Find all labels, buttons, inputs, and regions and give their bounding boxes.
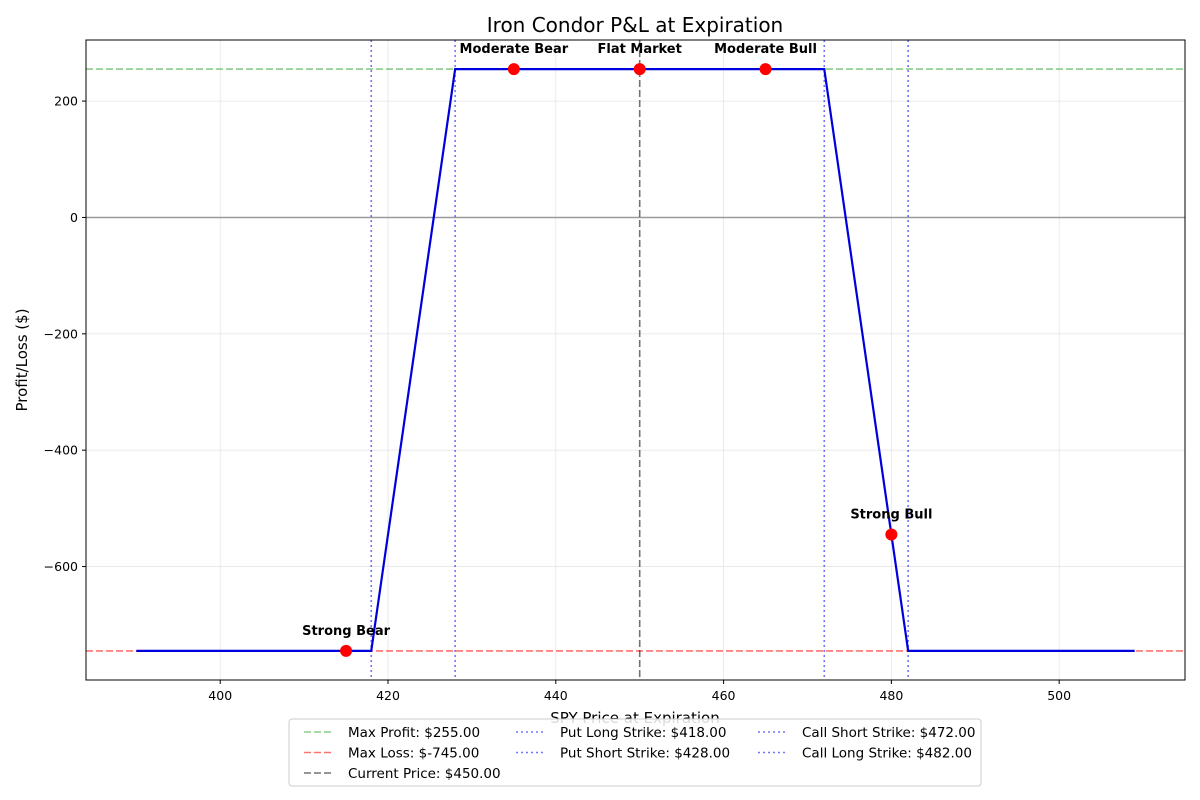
x-tick-label: 400 xyxy=(208,688,232,703)
axes-frame xyxy=(85,39,1186,681)
legend-entry: Max Loss: $-745.00 xyxy=(348,746,479,762)
plot-area: Strong Bear Moderate Bear Flat Market Moder… xyxy=(44,39,1186,703)
scenario-point-4 xyxy=(885,528,898,541)
plot-background xyxy=(86,40,1185,680)
x-tick-label: 500 xyxy=(1047,688,1071,703)
scenario-point-1 xyxy=(507,63,520,76)
y-tick-label: 200 xyxy=(54,94,78,109)
legend-entry: Max Profit: $255.00 xyxy=(348,725,480,741)
scenario-label-4: Strong Bull xyxy=(850,508,932,523)
scenario-label-0: Strong Bear xyxy=(302,624,391,639)
scenario-point-2 xyxy=(633,63,646,76)
chart-title: Iron Condor P&L at Expiration xyxy=(487,13,783,37)
x-tick-label: 480 xyxy=(879,688,903,703)
legend-entry: Call Long Strike: $482.00 xyxy=(802,746,972,762)
y-tick-label: −600 xyxy=(44,559,78,574)
legend-entry: Put Long Strike: $418.00 xyxy=(560,725,726,741)
scenario-label-3: Moderate Bull xyxy=(714,42,817,57)
y-axis-title: Profit/Loss ($) xyxy=(13,308,31,411)
y-tick-label: 0 xyxy=(70,210,78,225)
legend-box xyxy=(288,718,982,787)
scenario-label-2: Flat Market xyxy=(598,42,682,57)
x-tick-label: 460 xyxy=(712,688,736,703)
legend-entry: Call Short Strike: $472.00 xyxy=(802,725,975,741)
legend-entry: Current Price: $450.00 xyxy=(348,766,501,782)
legend-entry: Put Short Strike: $428.00 xyxy=(560,746,730,762)
y-tick-label: −200 xyxy=(44,326,78,341)
scenario-point-0 xyxy=(340,644,353,657)
legend: Max Profit: $255.00 Max Loss: $-745.00 Cur… xyxy=(288,718,982,787)
scenario-label-1: Moderate Bear xyxy=(460,42,569,57)
x-tick-label: 420 xyxy=(376,688,400,703)
x-tick-label: 440 xyxy=(544,688,568,703)
scenario-point-3 xyxy=(759,63,772,76)
y-tick-label: −400 xyxy=(44,443,78,458)
